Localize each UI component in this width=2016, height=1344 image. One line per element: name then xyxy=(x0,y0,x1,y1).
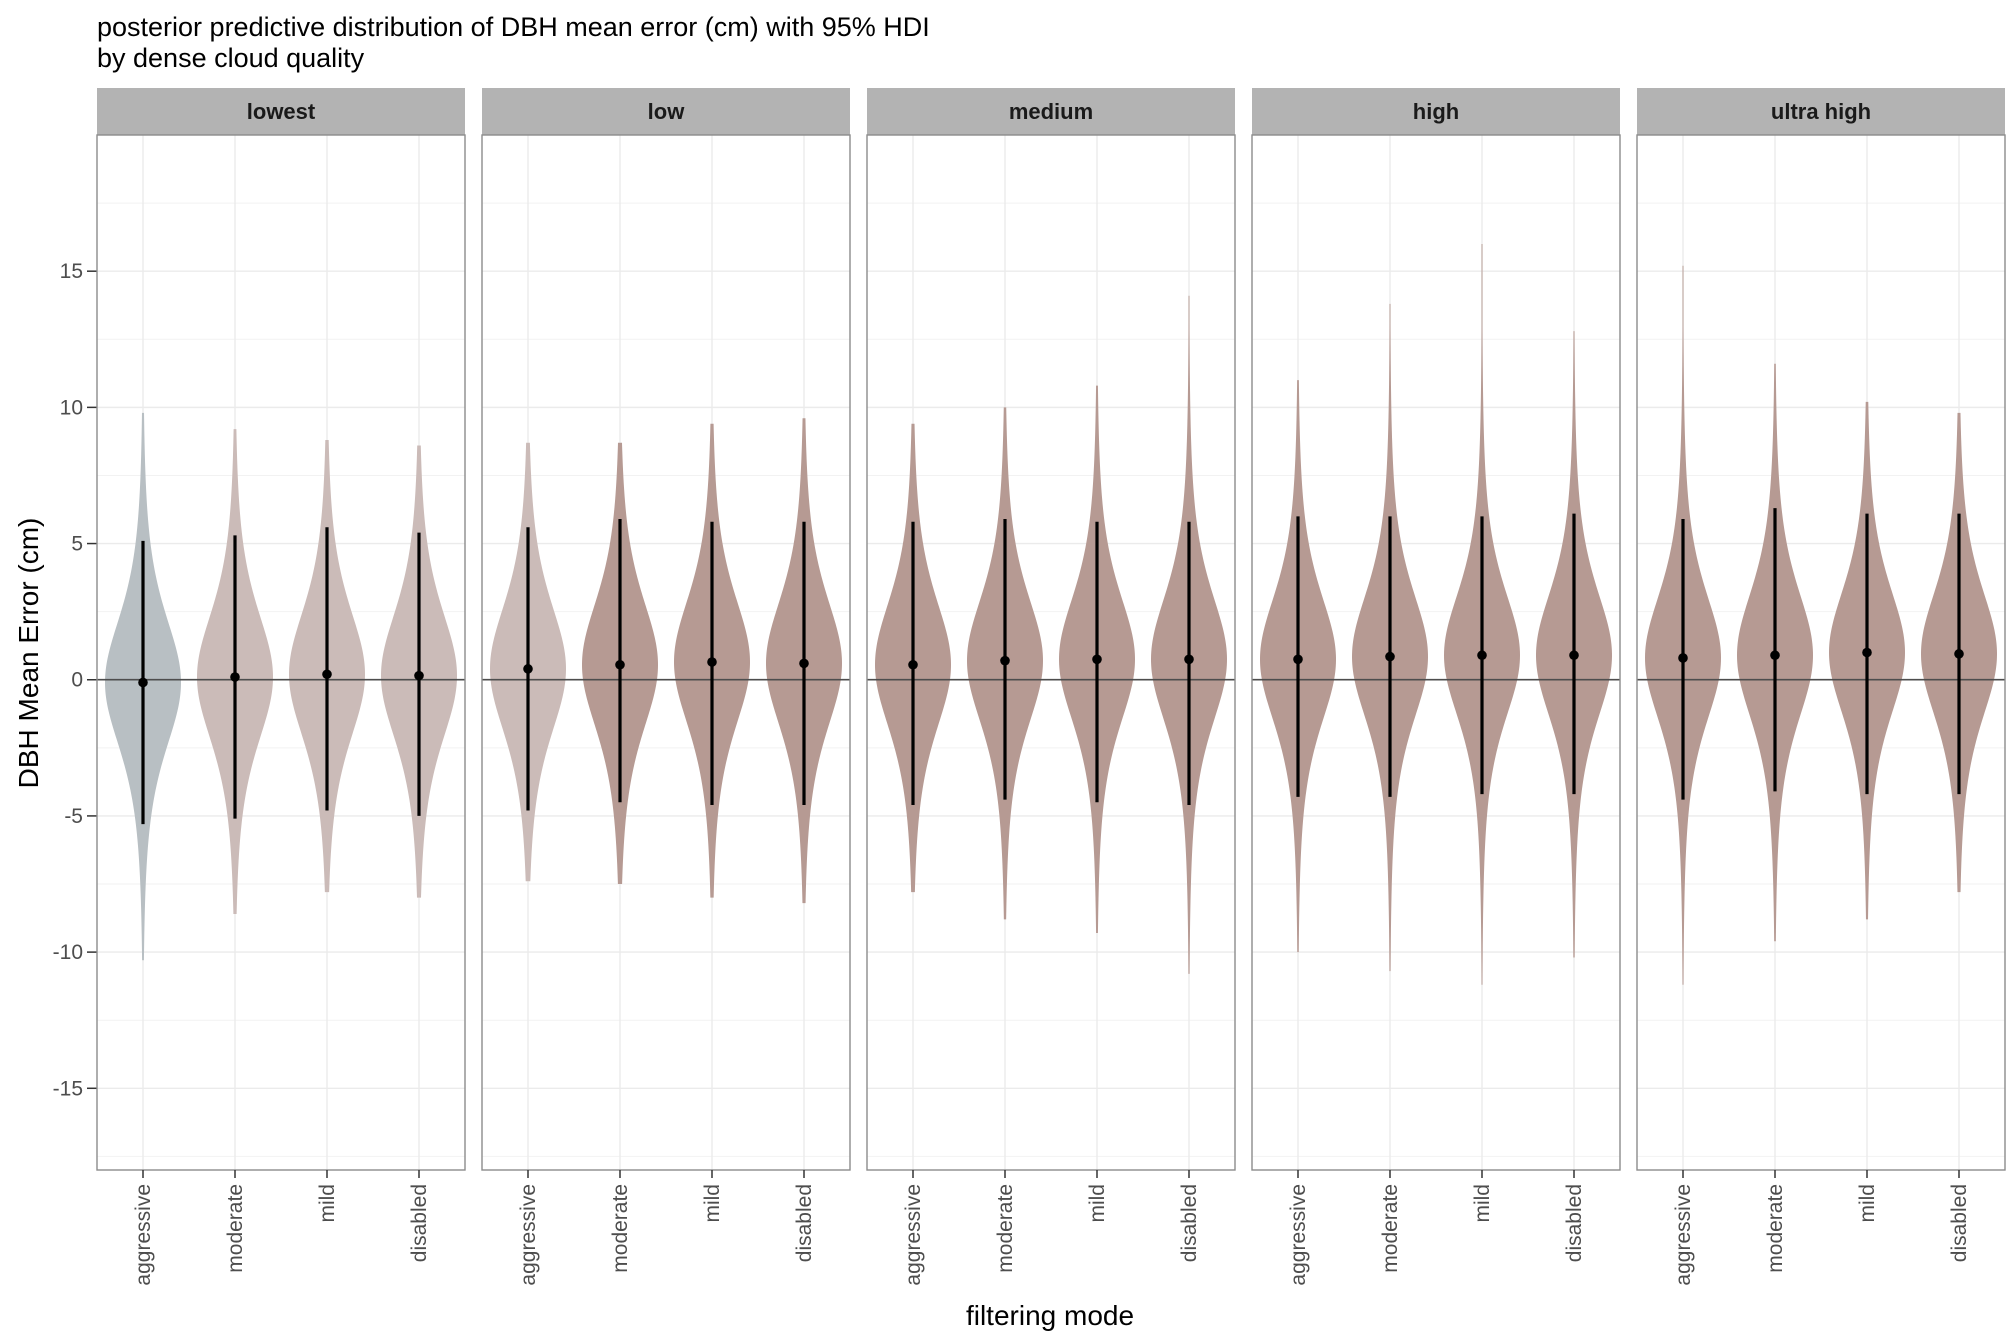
facet-strip xyxy=(867,88,1235,135)
panel-border xyxy=(866,134,1236,1171)
panel-border xyxy=(1251,134,1621,1171)
x-axis-title: filtering mode xyxy=(966,1300,1134,1331)
median-point xyxy=(1000,655,1010,666)
median-point xyxy=(230,672,240,682)
median-point xyxy=(1385,651,1395,662)
facet-strip-label: medium xyxy=(1009,99,1093,124)
median-point xyxy=(138,677,148,688)
x-tick-label: mild xyxy=(316,1184,339,1223)
facet-panel-low: low aggressive moderate mild disabled xyxy=(481,88,851,1286)
median-point xyxy=(707,657,717,667)
panel-border xyxy=(1636,134,2006,1171)
median-point xyxy=(1293,654,1303,665)
y-tick-label: -10 xyxy=(53,941,83,964)
median-point xyxy=(1569,650,1579,661)
y-tick-label: 10 xyxy=(60,396,83,419)
facet-panel-high: high aggressive moderate mild disabled xyxy=(1251,88,1621,1286)
x-tick-label: moderate xyxy=(994,1184,1017,1273)
x-tick-label: disabled xyxy=(1178,1184,1201,1262)
chart-title: posterior predictive distribution of DBH… xyxy=(97,12,930,42)
chart-subtitle: by dense cloud quality xyxy=(97,43,365,73)
x-tick-label: aggressive xyxy=(1287,1184,1310,1286)
facet-strip xyxy=(1252,88,1620,135)
x-tick-label: moderate xyxy=(224,1184,247,1273)
x-tick-label: aggressive xyxy=(902,1184,925,1286)
facet-strip xyxy=(482,88,850,135)
median-point xyxy=(414,670,424,681)
x-tick-label: disabled xyxy=(1948,1184,1971,1262)
x-tick-label: mild xyxy=(1086,1184,1109,1223)
facet-panel-medium: medium aggressive moderate mild disabled xyxy=(866,88,1236,1286)
facet-strip xyxy=(1637,88,2005,135)
facet-strip xyxy=(97,88,465,135)
median-point xyxy=(615,659,625,670)
x-tick-label: moderate xyxy=(1764,1184,1787,1273)
x-tick-label: aggressive xyxy=(517,1184,540,1286)
y-tick-label: -15 xyxy=(53,1077,83,1100)
facet-strip-label: lowest xyxy=(247,99,316,124)
x-tick-label: mild xyxy=(1471,1184,1494,1223)
panel-border xyxy=(481,134,851,1171)
median-point xyxy=(908,659,918,670)
facet-strip-label: low xyxy=(648,99,686,124)
median-point xyxy=(1184,654,1194,665)
facet-panel-ultra-high: ultra high aggressive moderate mild disabled xyxy=(1636,88,2006,1286)
panel-border xyxy=(96,134,466,1171)
x-tick-label: aggressive xyxy=(1672,1184,1695,1286)
y-tick-label: -5 xyxy=(64,805,83,828)
y-tick-label: 0 xyxy=(71,669,83,692)
median-point xyxy=(1862,647,1872,658)
x-tick-label: aggressive xyxy=(132,1184,155,1286)
median-point xyxy=(1678,653,1688,663)
facet-panels: lowest aggressive moderate mild disabled low a… xyxy=(96,88,2006,1286)
x-tick-label: moderate xyxy=(1379,1184,1402,1273)
median-point xyxy=(1770,650,1780,661)
facet-panel-lowest: lowest aggressive moderate mild disabled xyxy=(96,88,466,1286)
median-point xyxy=(1477,650,1487,661)
facet-strip-label: ultra high xyxy=(1771,99,1871,124)
x-tick-label: mild xyxy=(701,1184,724,1223)
x-tick-label: moderate xyxy=(609,1184,632,1273)
facet-strip-label: high xyxy=(1413,99,1459,124)
x-tick-label: disabled xyxy=(1563,1184,1586,1262)
y-tick-label: 5 xyxy=(71,533,83,556)
y-axis: -15 -10 -5 0 5 10 15 xyxy=(53,260,97,1100)
median-point xyxy=(1954,649,1964,659)
y-tick-label: 15 xyxy=(60,260,83,283)
y-axis-title: DBH Mean Error (cm) xyxy=(13,518,44,789)
median-point xyxy=(322,669,332,680)
median-point xyxy=(799,658,809,669)
median-point xyxy=(523,664,533,674)
x-tick-label: disabled xyxy=(793,1184,816,1262)
x-tick-label: mild xyxy=(1856,1184,1879,1223)
median-point xyxy=(1092,654,1102,665)
x-tick-label: disabled xyxy=(408,1184,431,1262)
